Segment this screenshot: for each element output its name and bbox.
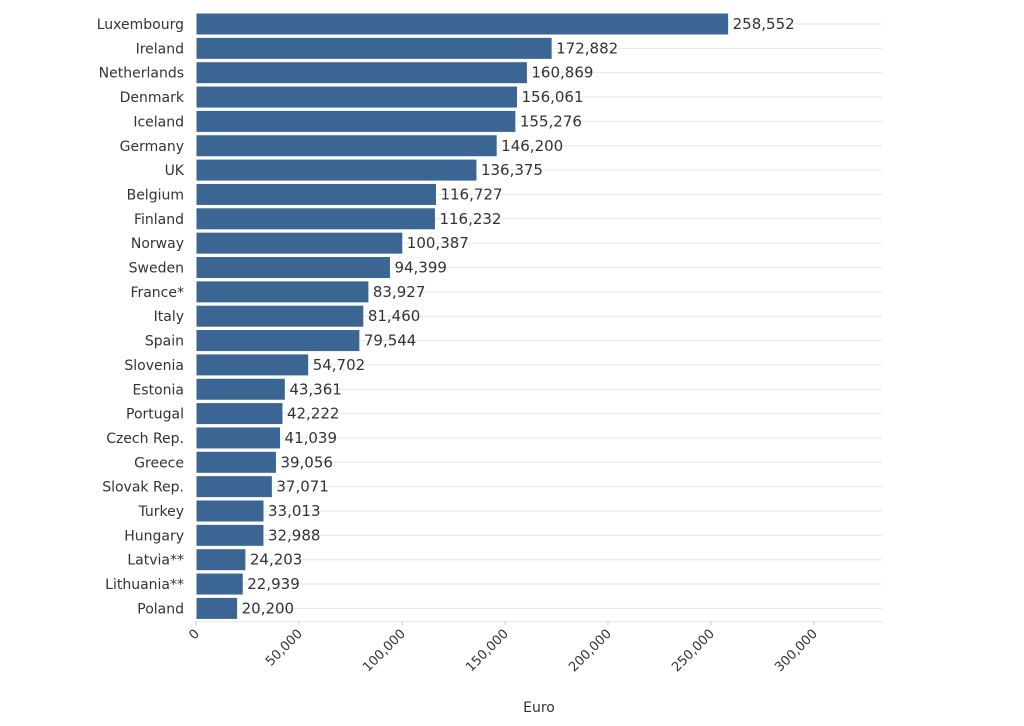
- x-tick-label: 300,000: [772, 627, 821, 676]
- bar: [195, 377, 286, 401]
- value-label: 160,869: [531, 64, 593, 82]
- bar: [195, 329, 361, 353]
- bar: [195, 12, 730, 36]
- x-tick-label: 200,000: [566, 627, 615, 676]
- bar: [195, 61, 528, 85]
- category-label: Latvia**: [127, 553, 184, 569]
- category-label: Italy: [154, 309, 184, 325]
- category-label: Estonia: [132, 382, 184, 398]
- bar: [195, 85, 518, 109]
- value-label: 116,727: [440, 185, 502, 203]
- value-label: 20,200: [242, 599, 295, 617]
- x-tick-label: 250,000: [669, 627, 718, 676]
- category-label: Turkey: [137, 504, 184, 520]
- bar: [195, 596, 239, 620]
- value-label: 54,702: [313, 356, 366, 374]
- value-labels: 258,552 172,882 160,869 156,061 155,276 146,2…: [242, 15, 795, 617]
- category-label: Netherlands: [99, 66, 184, 82]
- bar: [195, 134, 498, 158]
- category-label: France*: [130, 285, 184, 301]
- bar: [195, 450, 277, 474]
- bar: [195, 207, 436, 231]
- bar: [195, 182, 437, 206]
- value-label: 37,071: [276, 478, 329, 496]
- value-label: 24,203: [250, 551, 302, 569]
- category-label: Norway: [131, 236, 184, 252]
- value-label: 79,544: [364, 332, 417, 350]
- category-label: Belgium: [127, 187, 184, 203]
- value-label: 155,276: [520, 112, 582, 130]
- bar: [195, 304, 365, 328]
- bar: [195, 353, 310, 377]
- value-label: 22,939: [247, 575, 300, 593]
- value-label: 32,988: [268, 526, 321, 544]
- category-label: Lithuania**: [105, 577, 184, 593]
- category-label: Spain: [145, 334, 184, 350]
- value-label: 39,056: [280, 453, 333, 471]
- bar: [195, 475, 273, 499]
- x-tick-label: 0: [186, 627, 202, 643]
- x-axis-title: Euro: [523, 700, 555, 716]
- category-label: Czech Rep.: [106, 431, 184, 447]
- category-label: Slovenia: [124, 358, 184, 374]
- value-label: 94,399: [394, 259, 447, 277]
- bar: [195, 523, 265, 547]
- value-label: 81,460: [368, 307, 421, 325]
- bar: [195, 402, 284, 426]
- category-label: Greece: [134, 455, 184, 471]
- value-label: 156,061: [521, 88, 583, 106]
- category-label: Hungary: [124, 528, 184, 544]
- value-label: 42,222: [287, 405, 340, 423]
- value-label: 33,013: [268, 502, 321, 520]
- category-label: UK: [165, 163, 185, 179]
- value-label: 146,200: [501, 137, 563, 155]
- x-tick-label: 100,000: [360, 627, 409, 676]
- bar: [195, 256, 391, 279]
- bar: [195, 499, 265, 523]
- value-label: 136,375: [481, 161, 543, 179]
- bar: [195, 158, 478, 182]
- x-tick-label: 150,000: [463, 627, 512, 676]
- category-label: Germany: [120, 139, 184, 155]
- bars: [195, 12, 730, 620]
- category-label: Slovak Rep.: [102, 480, 184, 496]
- value-label: 43,361: [289, 380, 342, 398]
- bar: [195, 109, 517, 133]
- category-label: Finland: [134, 212, 184, 228]
- category-label: Iceland: [133, 114, 184, 130]
- bar: [195, 231, 404, 255]
- value-label: 83,927: [373, 283, 426, 301]
- value-label: 172,882: [556, 39, 618, 57]
- category-label: Portugal: [126, 407, 184, 423]
- category-label: Poland: [137, 601, 184, 617]
- bar: [195, 548, 247, 572]
- category-label: Ireland: [136, 41, 184, 57]
- bar: [195, 426, 282, 450]
- bar: [195, 36, 553, 60]
- bar: [195, 280, 370, 304]
- category-label: Sweden: [129, 261, 184, 277]
- value-label: 41,039: [285, 429, 338, 447]
- category-label: Luxembourg: [97, 17, 184, 33]
- x-axis-ticks: 0 50,000 100,000 150,000 200,000 250,000 300,0…: [186, 621, 821, 676]
- category-labels: Luxembourg Ireland Netherlands Denmark Icela…: [97, 17, 185, 617]
- value-label: 100,387: [407, 234, 469, 252]
- x-tick-label: 50,000: [263, 627, 306, 670]
- value-label: 116,232: [439, 210, 501, 228]
- bar: [195, 572, 244, 596]
- value-label: 258,552: [733, 15, 795, 33]
- category-label: Denmark: [120, 90, 185, 106]
